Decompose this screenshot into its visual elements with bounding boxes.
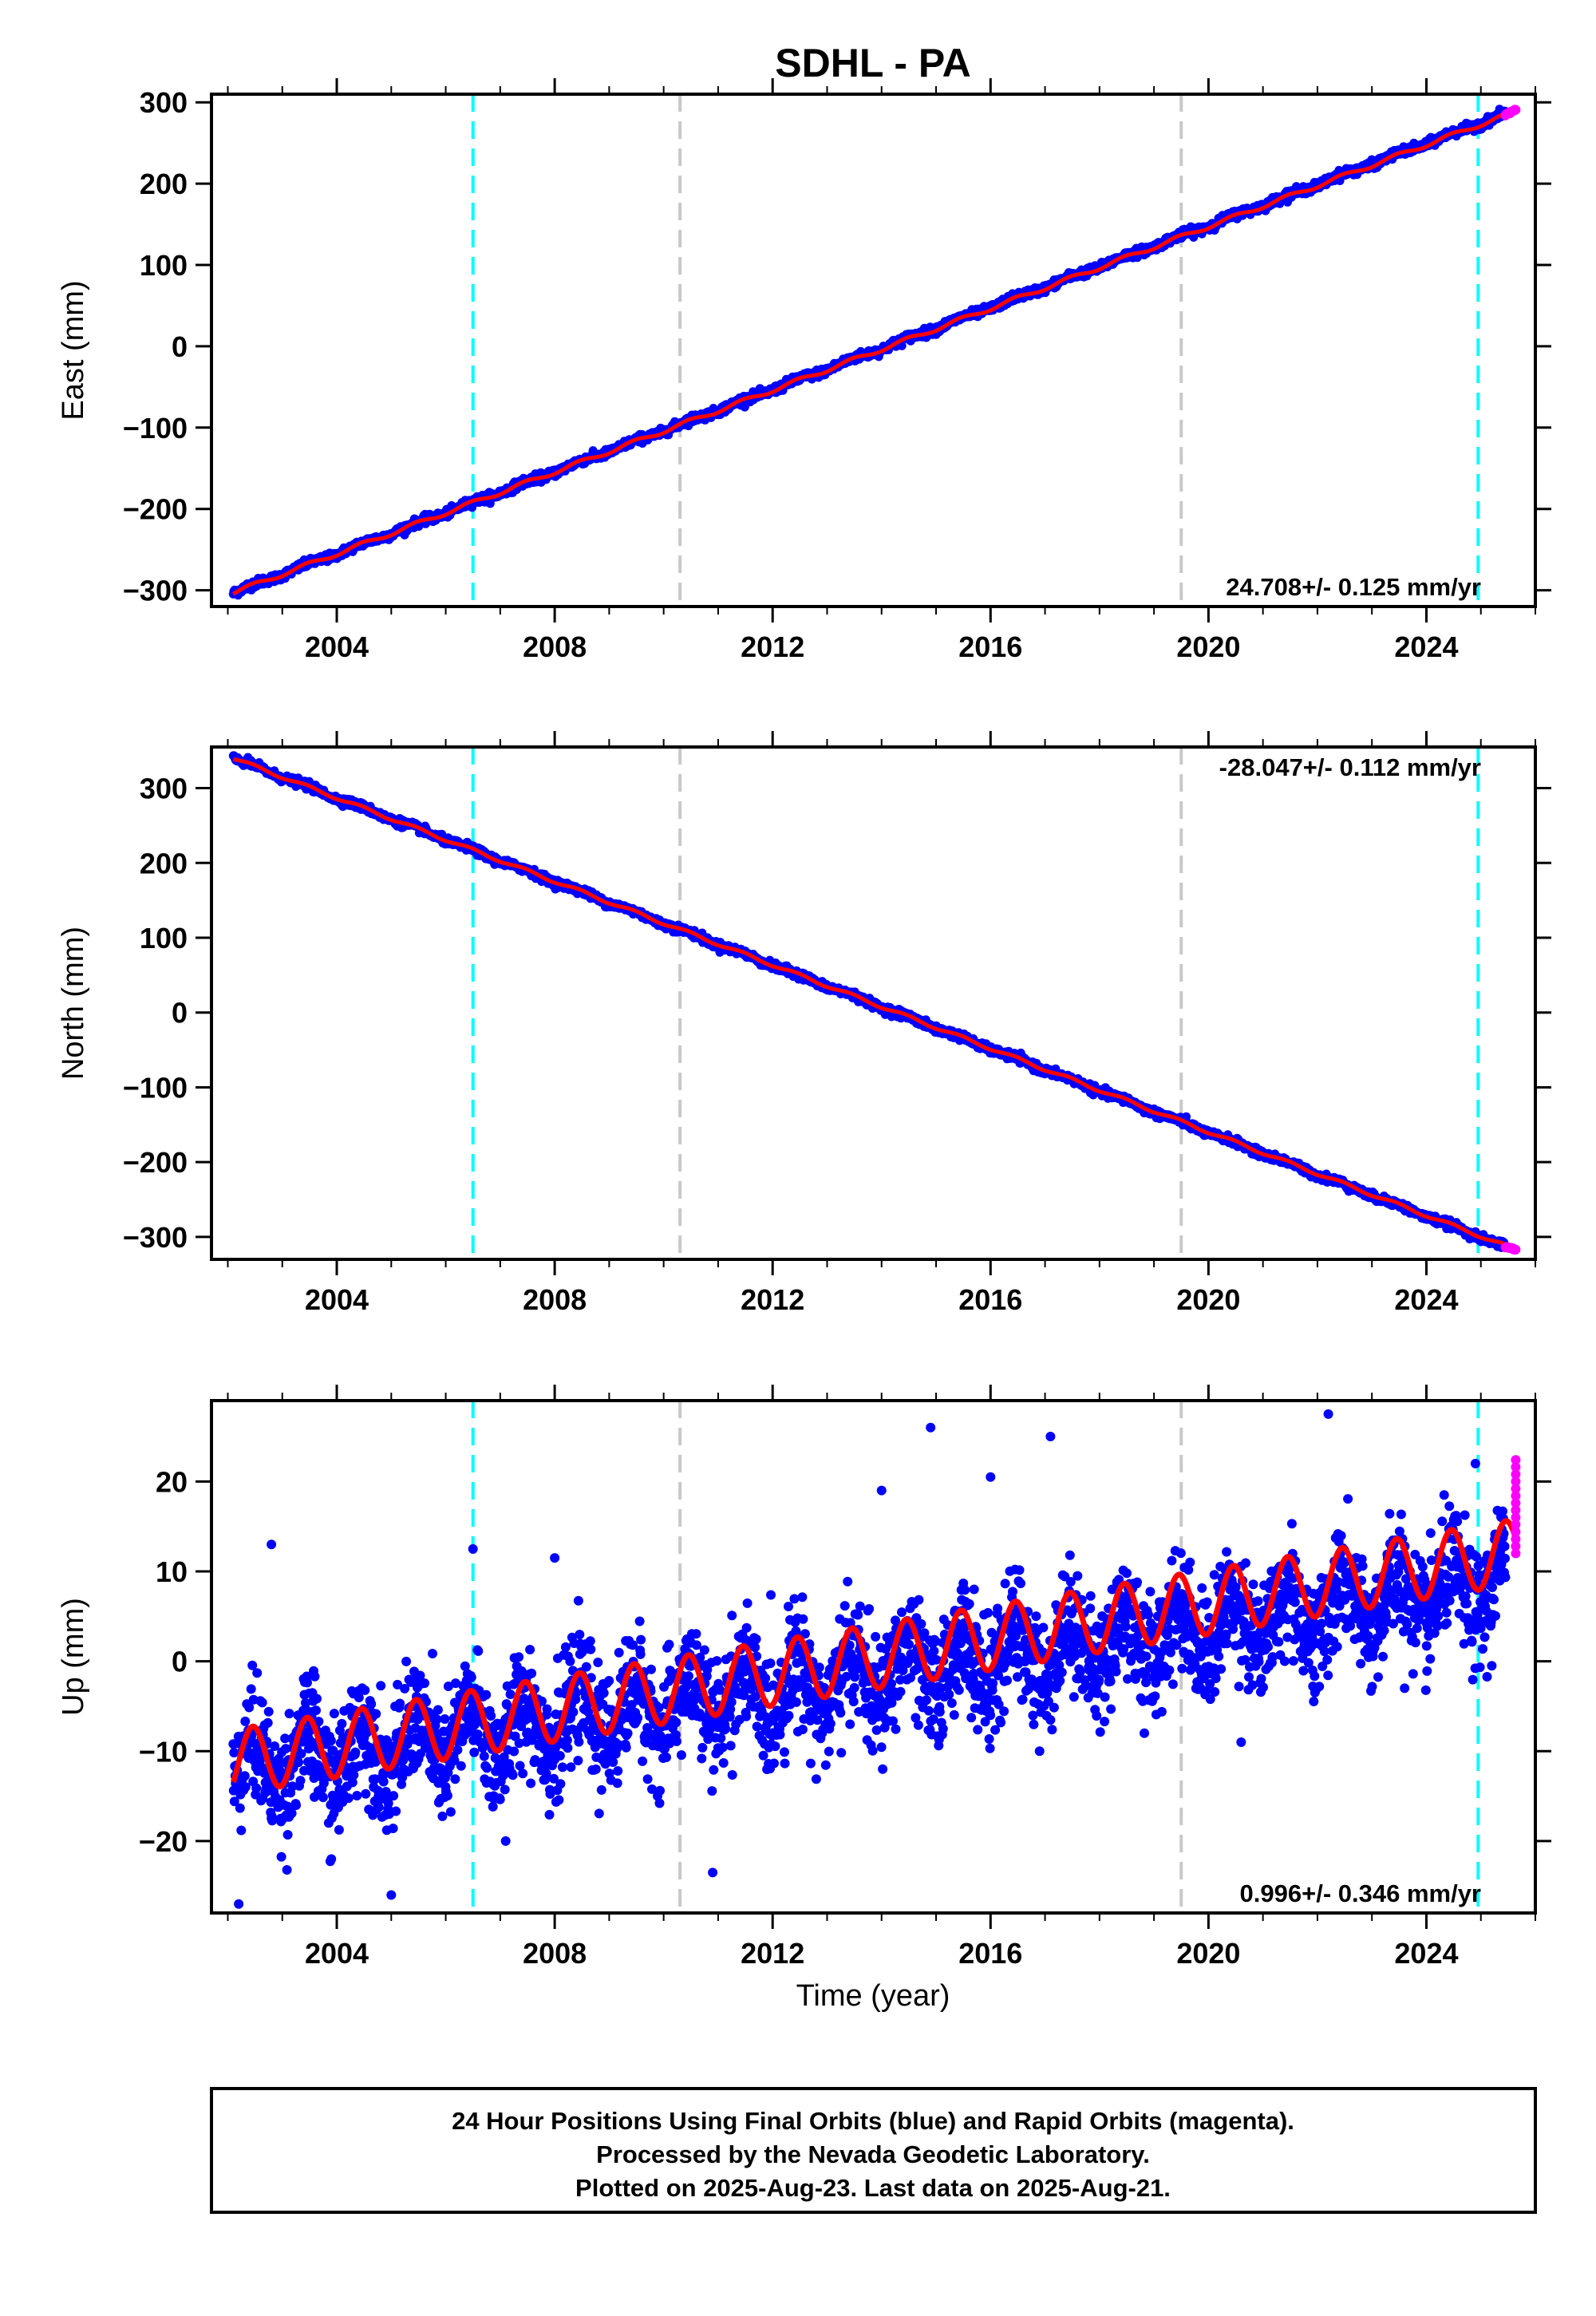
east-xtick-label: 2004 bbox=[305, 630, 369, 663]
east-final-orbit-points bbox=[228, 105, 1510, 600]
east-xtick-label: 2020 bbox=[1176, 630, 1240, 663]
east-ytick-label: 100 bbox=[140, 249, 188, 282]
east-panel: 2004 2008 2012 2016 2020 2024 −300 −200 −100 0 100… bbox=[57, 78, 1551, 663]
east-ytick-label: 0 bbox=[172, 330, 188, 363]
east-xtick-label: 2016 bbox=[958, 630, 1022, 663]
east-xtick-label: 2012 bbox=[741, 630, 804, 663]
east-ytick-label: 200 bbox=[140, 168, 188, 200]
east-frame bbox=[210, 93, 1537, 608]
east-xtick-label: 2024 bbox=[1394, 630, 1458, 663]
figure-title: SDHL - PA bbox=[775, 41, 970, 85]
east-axis-label: East (mm) bbox=[57, 280, 90, 420]
east-final-point bbox=[897, 341, 907, 350]
east-ytick-label: −200 bbox=[123, 493, 188, 526]
north-plot-area bbox=[228, 747, 1521, 1259]
east-ytick-label: −300 bbox=[123, 575, 188, 607]
east-plot-area bbox=[228, 94, 1521, 607]
east-rapid-point bbox=[1511, 105, 1521, 115]
east-rapid-orbit-points bbox=[1500, 105, 1521, 121]
east-rate-label: 24.708+/- 0.125 mm/yr bbox=[1226, 573, 1481, 601]
east-ytick-label: −100 bbox=[123, 412, 188, 445]
east-xtick-label: 2008 bbox=[523, 630, 587, 663]
north-panel: 2004 2008 2012 2016 2020 2024−300−200−1000100… bbox=[57, 731, 1551, 1316]
east-model-fit-line bbox=[232, 108, 1517, 596]
east-ytick-label: 300 bbox=[140, 86, 188, 119]
